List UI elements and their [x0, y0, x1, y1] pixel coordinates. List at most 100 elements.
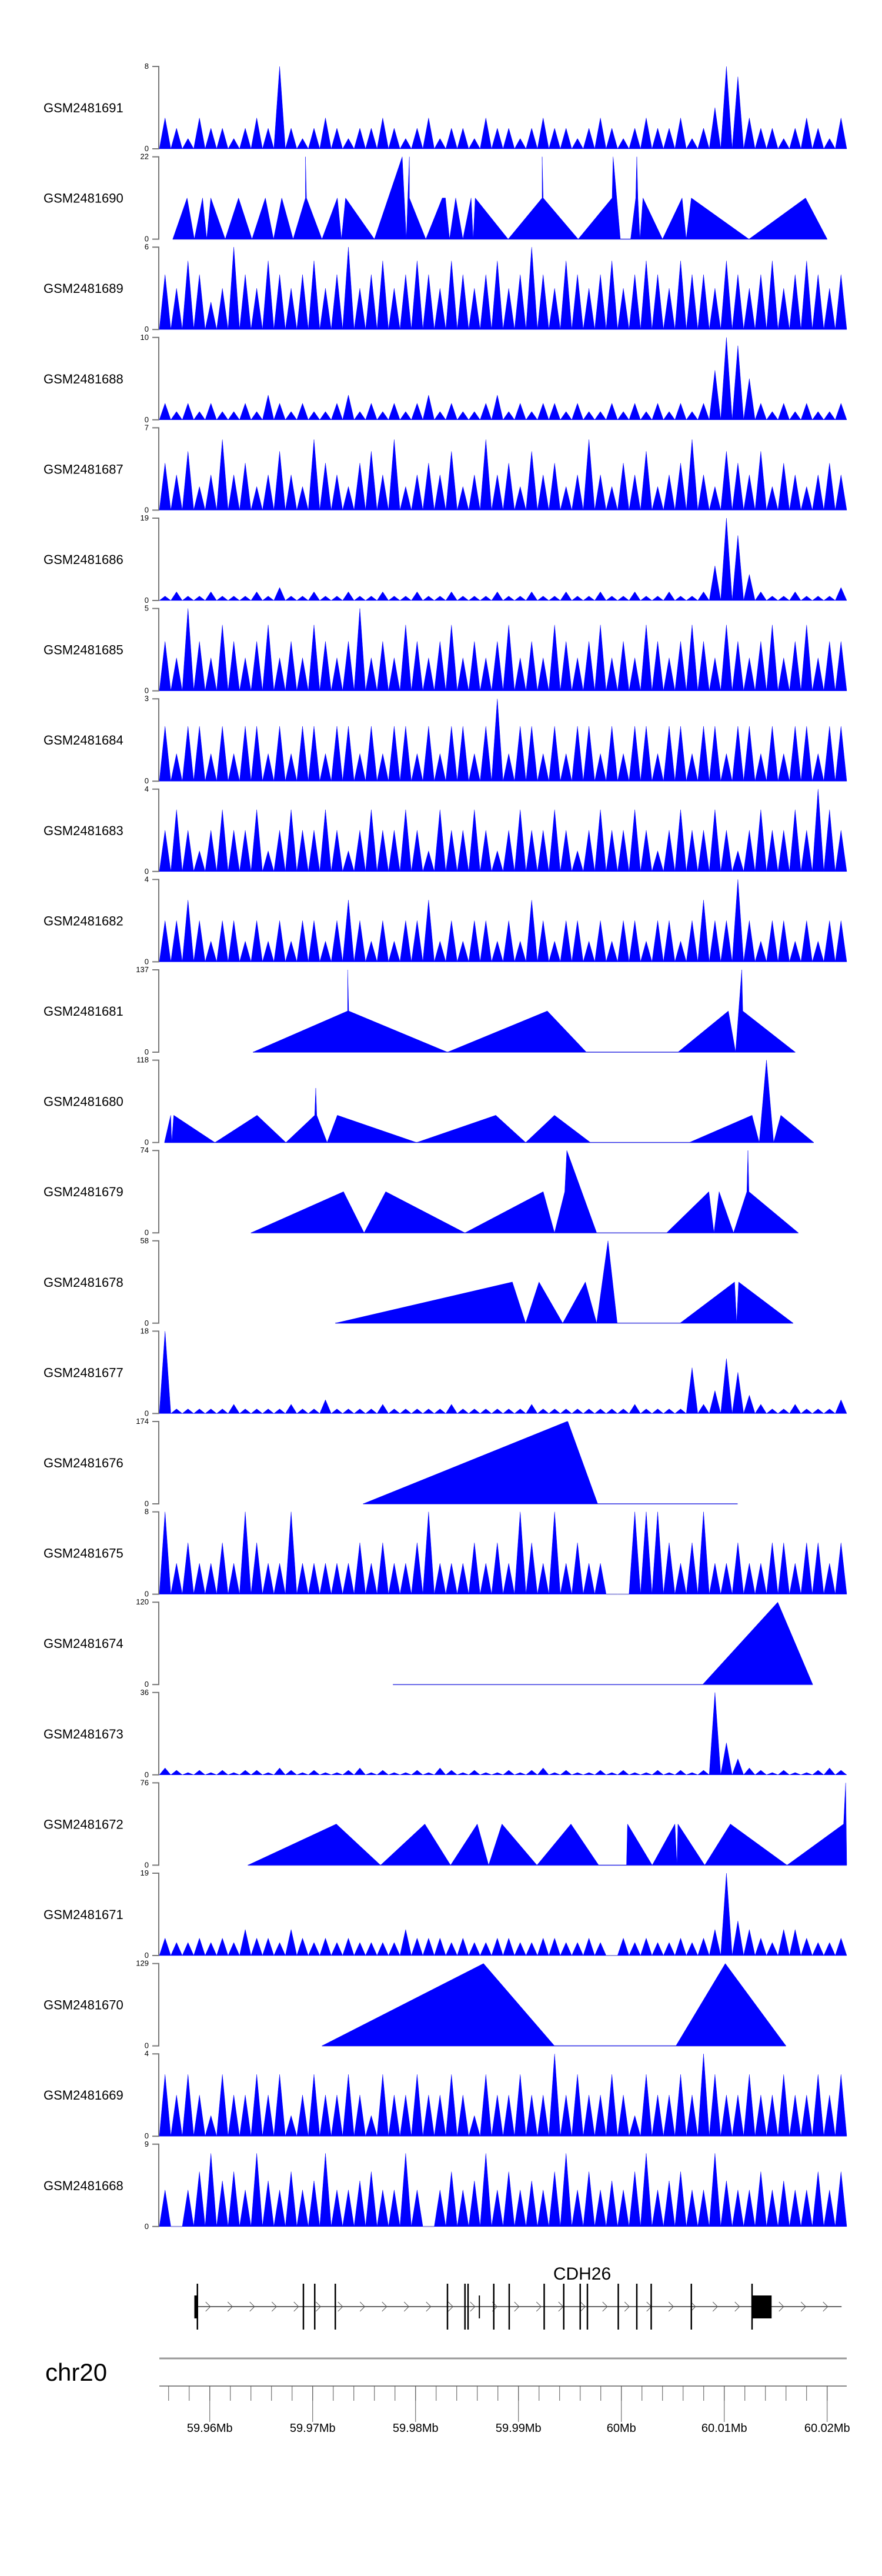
- coverage-spike: [652, 920, 664, 962]
- coverage-spike: [411, 1543, 423, 1594]
- coverage-spike: [308, 439, 320, 510]
- coverage-spike: [491, 261, 503, 330]
- coverage-spike: [720, 1873, 733, 1956]
- coverage-spike: [468, 475, 480, 510]
- coverage-spike: [766, 486, 779, 510]
- coverage-spike: [594, 809, 607, 872]
- coverage-spike: [514, 1942, 526, 1956]
- y-min-label: 0: [145, 776, 149, 785]
- coverage-spike: [411, 128, 423, 149]
- coverage-spike: [193, 1563, 206, 1594]
- coverage-spike: [754, 940, 767, 962]
- coverage-spike: [457, 2095, 469, 2137]
- coverage-spike: [560, 1770, 573, 1776]
- coverage-spike: [285, 128, 298, 149]
- coverage-spike: [709, 726, 721, 782]
- coverage-spike: [399, 596, 412, 601]
- coverage-spike: [652, 596, 664, 601]
- coverage-spike: [479, 596, 492, 601]
- coverage-spike: [353, 128, 366, 149]
- coverage-spike: [812, 2171, 824, 2227]
- y-min-label: 0: [145, 415, 149, 424]
- coverage-spike: [754, 403, 767, 421]
- coverage-spike: [285, 2171, 298, 2227]
- coverage-spike: [652, 1409, 664, 1414]
- coverage-spike: [193, 641, 206, 691]
- y-max-label: 120: [136, 1597, 149, 1606]
- coverage-spike: [731, 76, 744, 149]
- coverage-spike: [571, 1409, 584, 1414]
- coverage-spike: [376, 1404, 389, 1414]
- coverage-spike: [583, 830, 595, 872]
- track-GSM2481687: GSM2481687 7 0: [44, 423, 847, 514]
- coverage-spike: [674, 403, 687, 421]
- coverage-spike: [319, 1772, 332, 1776]
- coverage-spike: [491, 641, 503, 691]
- coverage-spike: [434, 288, 446, 330]
- coverage-spike: [503, 1563, 515, 1594]
- strand-arrow-icon: [580, 2301, 586, 2312]
- strand-arrow-icon: [470, 2301, 476, 2312]
- coverage-spike: [457, 1937, 469, 1956]
- coverage-spike: [789, 1929, 801, 1956]
- coverage-spike: [250, 411, 263, 421]
- y-min-label: 0: [145, 1860, 149, 1869]
- coverage-spike: [606, 726, 618, 782]
- coverage-spike: [319, 641, 332, 691]
- coverage-spike: [789, 641, 801, 691]
- coverage-spike: [159, 2190, 171, 2227]
- coverage-spike: [262, 261, 275, 330]
- coverage-spike: [319, 2095, 332, 2137]
- coverage-spike: [686, 1543, 698, 1594]
- coverage-spike: [308, 1409, 320, 1414]
- coverage-spike: [250, 920, 263, 962]
- coverage-spike: [411, 753, 423, 782]
- coverage-spike: [331, 475, 343, 510]
- coverage-spike: [686, 830, 698, 872]
- coverage-spike: [652, 1942, 664, 1956]
- coverage-spike: [285, 641, 298, 691]
- coverage-spike: [205, 1772, 217, 1776]
- strand-arrow-icon: [338, 2301, 343, 2312]
- coverage-spike: [629, 1404, 641, 1414]
- coverage-spike: [777, 753, 790, 782]
- coverage-spike: [720, 920, 733, 962]
- coverage-spike: [216, 920, 229, 962]
- coverage-spike: [457, 274, 469, 330]
- coverage-spike: [388, 1563, 400, 1594]
- coverage-spike: [228, 1563, 240, 1594]
- coverage-spike: [422, 900, 435, 962]
- coverage-spike: [720, 625, 733, 691]
- track-GSM2481691: GSM2481691 8 0: [44, 62, 847, 153]
- coverage-spike: [468, 138, 480, 149]
- coverage-spike: [445, 625, 457, 691]
- coverage-spike: [720, 753, 733, 782]
- coverage-spike: [709, 486, 721, 510]
- coverage-spike: [422, 1511, 435, 1594]
- coverage-spike: [228, 1404, 240, 1414]
- coverage-spike: [388, 2190, 400, 2227]
- coverage-spike: [572, 475, 584, 510]
- coverage-spike: [228, 475, 240, 510]
- coverage-spike: [629, 1511, 641, 1594]
- coverage-spike: [526, 2095, 538, 2137]
- coverage-spike: [629, 726, 641, 782]
- utr-block: [752, 2295, 772, 2318]
- coverage-spike: [549, 1937, 561, 1956]
- coverage-spike: [410, 1770, 423, 1776]
- coverage-spike: [834, 1770, 847, 1776]
- coverage-spike: [560, 753, 572, 782]
- coverage-spike: [308, 411, 320, 421]
- coverage-spike: [331, 2190, 343, 2227]
- coverage-spike: [526, 247, 538, 330]
- coverage-spike: [835, 830, 847, 872]
- coverage-spike: [823, 1767, 836, 1776]
- coverage-spike: [537, 2095, 549, 2137]
- coverage-spike: [720, 2180, 733, 2227]
- coverage-spike: [376, 1942, 389, 1956]
- coverage-spike: [583, 288, 595, 330]
- coverage-spike: [572, 274, 584, 330]
- y-axis: [152, 1150, 159, 1234]
- coverage-spike: [250, 486, 263, 510]
